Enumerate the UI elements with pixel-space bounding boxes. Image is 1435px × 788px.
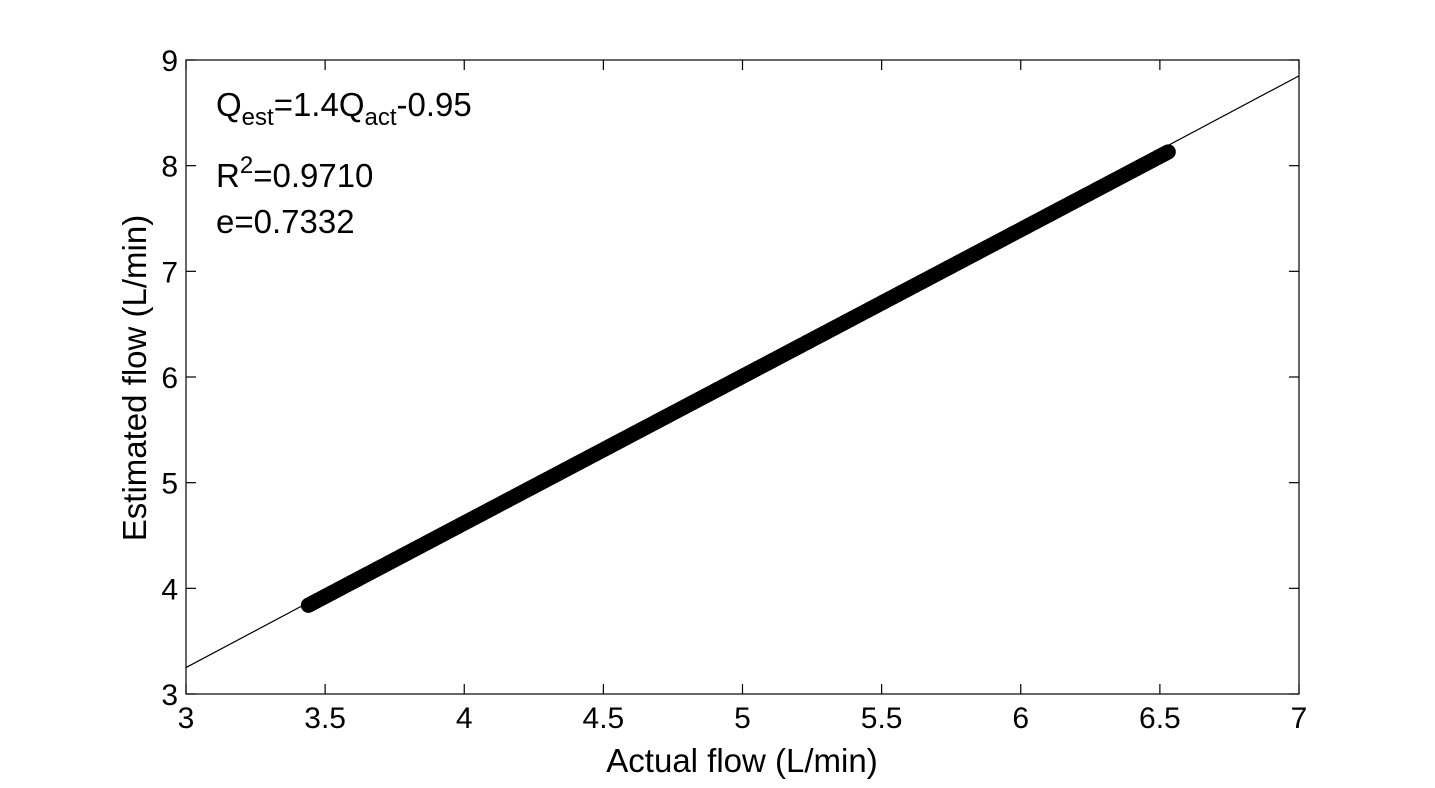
- r-superscript: 2: [240, 152, 253, 179]
- y-tick-label: 8: [161, 151, 178, 184]
- equation-mid: =1.4Q: [274, 86, 365, 123]
- x-axis-ticks: 3 3.5 4 4.5 5 5.5 6 6.5 7: [178, 60, 1308, 735]
- r-symbol: R: [216, 157, 240, 194]
- x-tick-label: 5.5: [861, 702, 903, 735]
- annotation-block: Qest=1.4Qact-0.95 R2=0.9710 e=0.7332: [216, 86, 472, 240]
- r-squared-value: =0.9710: [253, 157, 373, 194]
- y-axis-ticks: 3 4 5 6 7 8 9: [161, 45, 1299, 712]
- x-tick-label: 3.5: [304, 702, 346, 735]
- r-squared-label: R2=0.9710: [216, 152, 373, 194]
- y-tick-label: 6: [161, 362, 178, 395]
- error-label: e=0.7332: [216, 203, 355, 240]
- y-tick-label: 3: [161, 679, 178, 712]
- fit-equation-label: Qest=1.4Qact-0.95: [216, 86, 472, 131]
- fit-line: [185, 75, 1300, 669]
- y-tick-label: 5: [161, 468, 178, 501]
- x-tick-label: 5: [734, 702, 751, 735]
- x-tick-label: 6: [1012, 702, 1029, 735]
- equation-act-subscript: act: [365, 104, 397, 131]
- x-tick-label: 4.5: [583, 702, 625, 735]
- x-tick-label: 6.5: [1139, 702, 1181, 735]
- x-tick-label: 4: [456, 702, 473, 735]
- fit-line-layer: [185, 75, 1300, 669]
- y-axis-label: Estimated flow (L/min): [116, 215, 153, 541]
- equation-q-symbol: Q: [216, 86, 242, 123]
- y-tick-label: 4: [161, 573, 178, 606]
- x-axis-label: Actual flow (L/min): [606, 742, 877, 779]
- x-tick-label: 3: [178, 702, 195, 735]
- equation-est-subscript: est: [242, 104, 274, 131]
- y-tick-label: 7: [161, 256, 178, 289]
- y-tick-label: 9: [161, 45, 178, 78]
- x-tick-label: 7: [1291, 702, 1308, 735]
- equation-tail: -0.95: [397, 86, 472, 123]
